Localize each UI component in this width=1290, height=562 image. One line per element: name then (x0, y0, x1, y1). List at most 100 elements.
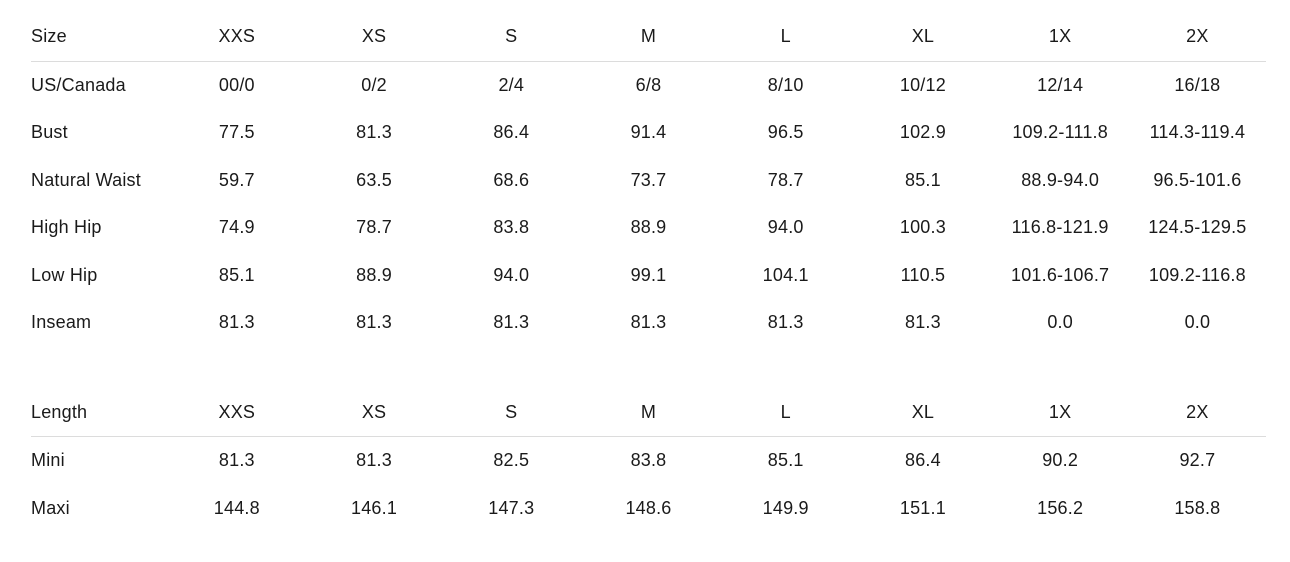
cell: 81.3 (218, 450, 255, 471)
cell: 8/10 (767, 74, 804, 95)
cell: 102.9 (899, 122, 946, 143)
cell: 10/12 (899, 74, 946, 95)
cell: 81.3 (630, 312, 667, 333)
row-label: Natural Waist (31, 169, 141, 190)
cell: 114.3-119.4 (1149, 122, 1246, 143)
cell: 00/0 (218, 74, 255, 95)
cell: 63.5 (356, 169, 392, 190)
table-row-bust: Bust 77.5 81.3 86.4 91.4 96.5 102.9 109.… (31, 109, 1266, 157)
cell: 81.3 (356, 312, 392, 333)
size-header-row: Size XXS XS S M L XL 1X 2X (31, 13, 1266, 62)
cell: 83.8 (493, 217, 530, 238)
cell: 94.0 (493, 264, 530, 285)
size-measurements-table: Size XXS XS S M L XL 1X 2X US/Canada 00/… (31, 13, 1266, 347)
row-label: US/Canada (31, 74, 126, 95)
cell: 146.1 (351, 497, 398, 518)
size-chart-section: Size XXS XS S M L XL 1X 2X US/Canada 00/… (31, 13, 1266, 533)
cell: 78.7 (356, 217, 392, 238)
column-header: 1X (991, 13, 1129, 62)
cell: 104.1 (762, 264, 809, 285)
column-header: XL (854, 388, 992, 437)
cell: 0.0 (1184, 312, 1211, 333)
cell: 147.3 (488, 497, 535, 518)
cell: 96.5 (767, 122, 804, 143)
cell: 68.6 (493, 169, 530, 190)
cell: 156.2 (1037, 497, 1084, 518)
cell: 86.4 (905, 450, 941, 471)
cell: 91.4 (630, 122, 667, 143)
cell: 81.3 (767, 312, 804, 333)
cell: 82.5 (493, 450, 530, 471)
cell: 0/2 (361, 74, 387, 95)
row-label: High Hip (31, 217, 102, 238)
cell: 12/14 (1037, 74, 1084, 95)
cell: 88.9 (630, 217, 667, 238)
column-header: XXS (168, 388, 306, 437)
cell: 81.3 (356, 122, 392, 143)
row-label: Inseam (31, 312, 92, 333)
column-header: M (579, 13, 718, 62)
row-label: Low Hip (31, 264, 98, 285)
cell: 81.3 (905, 312, 941, 333)
column-header: XS (305, 13, 443, 62)
cell: 81.3 (356, 450, 392, 471)
cell: 92.7 (1179, 450, 1216, 471)
cell: 59.7 (218, 169, 255, 190)
cell: 77.5 (218, 122, 255, 143)
cell: 85.1 (767, 450, 804, 471)
cell: 88.9-94.0 (1021, 169, 1100, 190)
row-label: Maxi (31, 497, 70, 518)
row-label: Bust (31, 122, 68, 143)
column-header-size: Size (31, 13, 169, 62)
cell: 2/4 (498, 74, 525, 95)
table-row-low-hip: Low Hip 85.1 88.9 94.0 99.1 104.1 110.5 … (31, 252, 1266, 300)
cell: 73.7 (630, 169, 667, 190)
column-header: S (442, 13, 580, 62)
table-row-mini: Mini 81.3 81.3 82.5 83.8 85.1 86.4 90.2 … (31, 437, 1266, 485)
cell: 16/18 (1174, 74, 1221, 95)
table-row-inseam: Inseam 81.3 81.3 81.3 81.3 81.3 81.3 0.0… (31, 299, 1266, 347)
cell: 81.3 (218, 312, 255, 333)
cell: 74.9 (218, 217, 255, 238)
column-header: S (442, 388, 580, 437)
column-header: L (717, 13, 855, 62)
column-header: XS (305, 388, 443, 437)
cell: 85.1 (218, 264, 255, 285)
column-header-length: Length (31, 388, 169, 437)
table-row-high-hip: High Hip 74.9 78.7 83.8 88.9 94.0 100.3 … (31, 204, 1266, 252)
table-row-maxi: Maxi 144.8 146.1 147.3 148.6 149.9 151.1… (31, 485, 1266, 533)
cell: 81.3 (493, 312, 530, 333)
cell: 100.3 (899, 217, 946, 238)
cell: 90.2 (1042, 450, 1079, 471)
cell: 144.8 (213, 497, 260, 518)
cell: 83.8 (630, 450, 667, 471)
column-header: XL (854, 13, 992, 62)
cell: 148.6 (625, 497, 672, 518)
cell: 99.1 (630, 264, 667, 285)
cell: 151.1 (899, 497, 946, 518)
table-row-us-canada: US/Canada 00/0 0/2 2/4 6/8 8/10 10/12 12… (31, 61, 1266, 109)
row-label: Mini (31, 450, 65, 471)
column-header: M (579, 388, 718, 437)
cell: 85.1 (905, 169, 941, 190)
cell: 116.8-121.9 (1011, 217, 1109, 238)
column-header: 2X (1128, 388, 1266, 437)
column-header: 1X (991, 388, 1129, 437)
cell: 88.9 (356, 264, 392, 285)
cell: 78.7 (767, 169, 804, 190)
cell: 109.2-111.8 (1012, 122, 1108, 143)
column-header: L (717, 388, 855, 437)
table-row-natural-waist: Natural Waist 59.7 63.5 68.6 73.7 78.7 8… (31, 157, 1266, 205)
cell: 101.6-106.7 (1010, 264, 1110, 285)
length-header-row: Length XXS XS S M L XL 1X 2X (31, 388, 1266, 437)
length-measurements-table: Length XXS XS S M L XL 1X 2X Mini 81.3 8… (31, 388, 1266, 533)
cell: 124.5-129.5 (1148, 217, 1247, 238)
cell: 0.0 (1047, 312, 1073, 333)
cell: 6/8 (635, 74, 662, 95)
cell: 94.0 (767, 217, 804, 238)
cell: 96.5-101.6 (1153, 169, 1242, 190)
cell: 158.8 (1174, 497, 1221, 518)
cell: 86.4 (493, 122, 530, 143)
column-header: XXS (168, 13, 306, 62)
cell: 109.2-116.8 (1148, 264, 1246, 285)
